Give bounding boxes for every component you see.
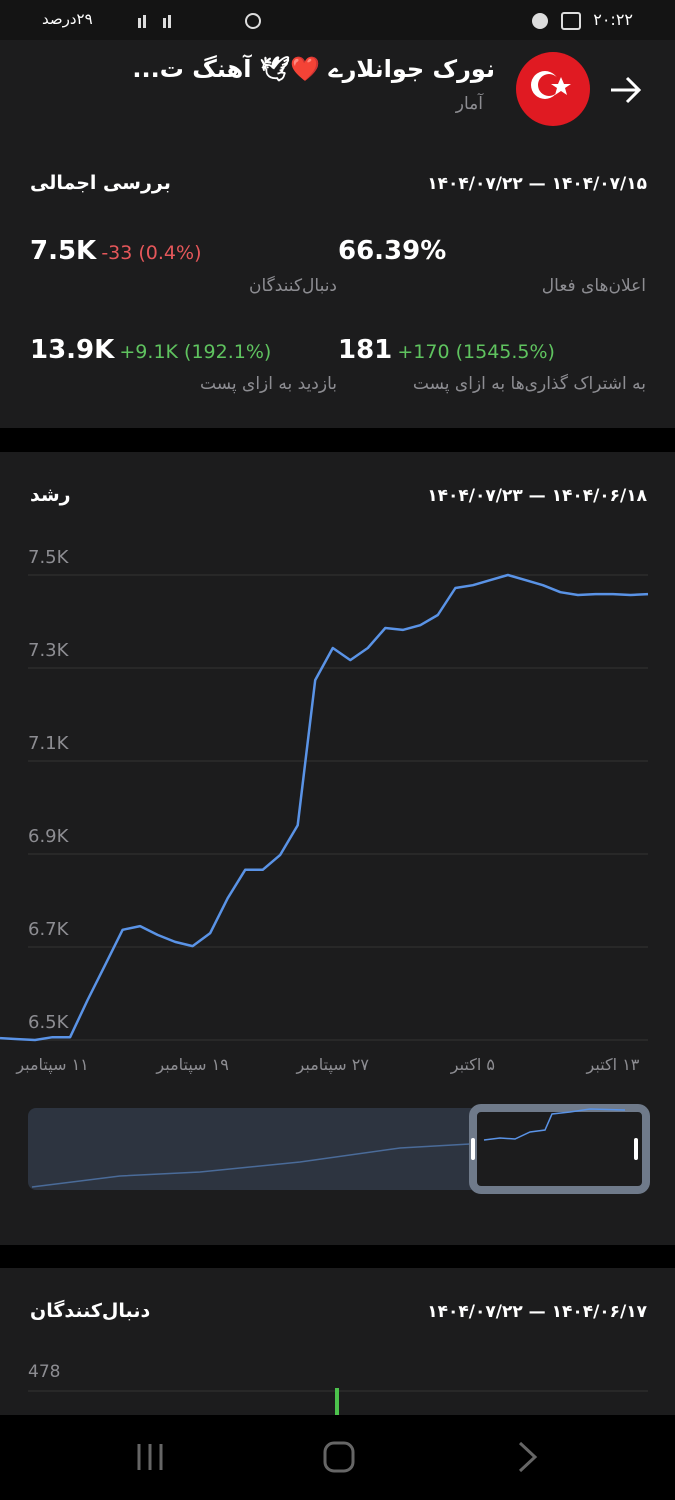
x-tick-label: ۱۱ سپتامبر (15, 1055, 88, 1075)
range-selector[interactable] (28, 1104, 650, 1194)
nav-recent[interactable] (137, 1444, 163, 1470)
date-range: ۱۴۰۴/۰۶/۱۷ — ۱۴۰۴/۰۷/۲۲ (427, 1302, 647, 1322)
nav-home[interactable] (323, 1441, 355, 1473)
status-time: ۲۰:۲۲ (593, 10, 633, 29)
growth-line (0, 573, 649, 1042)
y-tick-label: 7.3K (28, 640, 70, 661)
status-battery: ۲۹درصد (42, 10, 93, 28)
y-tick-label: 7.5K (28, 547, 70, 568)
section-title: رشد (30, 484, 71, 506)
followers-chart (28, 1388, 648, 1415)
stat-value: 7.5K (30, 236, 97, 266)
status-icons (138, 13, 261, 29)
page-subtitle: آمار (455, 94, 483, 114)
stat-change: -33 (0.4%) (101, 242, 202, 264)
section-title: بررسی اجمالی (30, 172, 171, 194)
stat: 13.9K +9.1K (192.1%) (30, 335, 271, 365)
status-bar: ۲۰:۲۲ ۲۹درصد (0, 0, 675, 40)
growth-card: رشد ۱۴۰۴/۰۶/۱۸ — ۱۴۰۴/۰۷/۲۳ 6.5K 6.7K 6.9K… (0, 452, 675, 1245)
growth-chart: 6.5K 6.7K 6.9K 7.1K 7.3K 7.5K ۱۱ سپتامبر ۱۹ سپت… (0, 547, 650, 1194)
stat-value: 181 (338, 335, 393, 365)
stat: 181 +170 (1545.5%) (338, 335, 555, 365)
x-tick-label: ۵ اکتبر (450, 1055, 495, 1075)
stat-change: +170 (1545.5%) (397, 341, 555, 363)
date-range: ۱۴۰۴/۰۶/۱۸ — ۱۴۰۴/۰۷/۲۳ (427, 486, 647, 506)
back-arrow[interactable] (605, 72, 645, 108)
section-title: دنبال‌کنندگان (30, 1300, 151, 1322)
y-tick-label: 6.7K (28, 919, 70, 940)
x-tick-label: ۱۳ اکتبر (586, 1055, 640, 1075)
x-tick-label: ۲۷ سپتامبر (296, 1055, 370, 1075)
y-tick-label: 6.5K (28, 1012, 70, 1033)
status-notify-icons (532, 12, 581, 30)
nav-bar (137, 1441, 538, 1473)
stat-label: دنبال‌کنندگان (249, 276, 337, 296)
stat-value: 66.39% (338, 236, 447, 266)
channel-avatar[interactable] (515, 51, 591, 127)
followers-card: دنبال‌کنندگان ۱۴۰۴/۰۶/۱۷ — ۱۴۰۴/۰۷/۲۲ 47… (0, 1268, 675, 1415)
nav-back[interactable] (518, 1441, 538, 1473)
stat-change: +9.1K (192.1%) (119, 341, 272, 363)
overview-card: نورک جوانلارے ❤️🕊 آهنگ ت... آمار بررسی ا… (0, 40, 675, 428)
bar-fragment (335, 1388, 339, 1415)
channel-title: نورک جوانلارے ❤️🕊 آهنگ ت... (132, 55, 495, 83)
stat-value: 13.9K (30, 335, 115, 365)
y-tick-label: 478 (28, 1362, 61, 1382)
y-tick-label: 7.1K (28, 733, 70, 754)
x-tick-label: ۱۹ سپتامبر (155, 1055, 228, 1075)
stat-label: بازدید به ازای پست (200, 374, 337, 394)
stat-label: به اشتراک گذاری‌ها به ازای پست (412, 374, 646, 394)
date-range: ۱۴۰۴/۰۷/۱۵ — ۱۴۰۴/۰۷/۲۲ (427, 174, 647, 194)
stat-label: اعلان‌های فعال (541, 276, 646, 296)
stat: 7.5K -33 (0.4%) (30, 236, 201, 266)
y-tick-label: 6.9K (28, 826, 70, 847)
